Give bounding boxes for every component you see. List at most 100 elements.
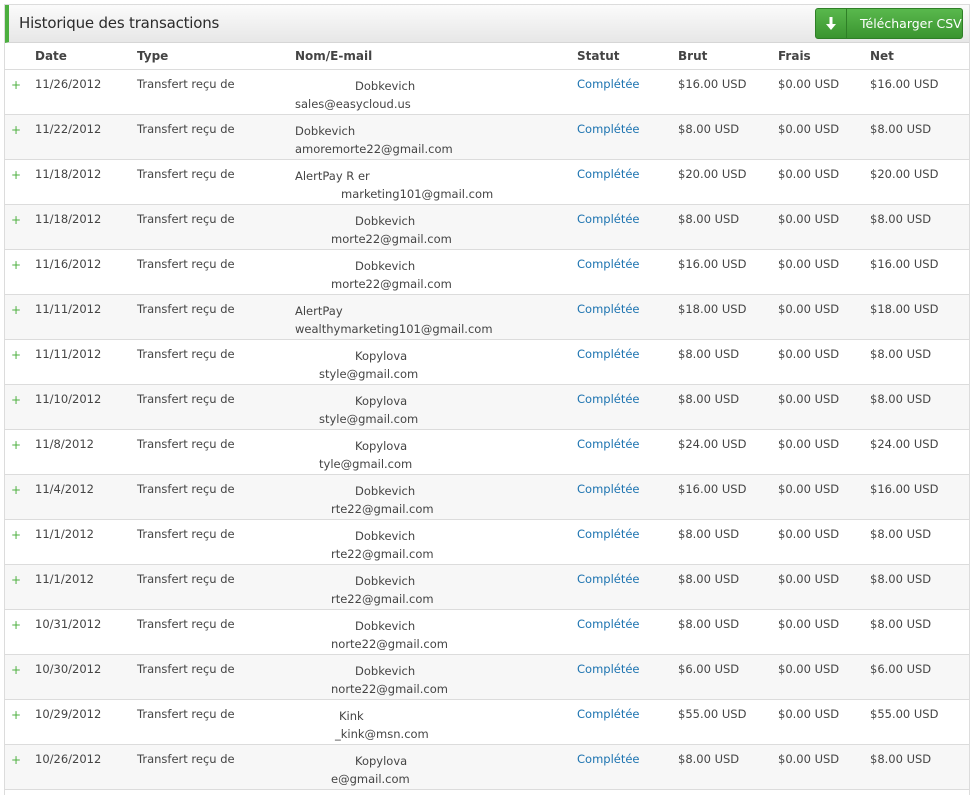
table-row[interactable]: +11/26/2012 Transfert reçu de Dobkevich sal… xyxy=(5,70,969,115)
row-name: Dobkevich xyxy=(355,619,416,633)
table-row[interactable]: +11/1/2012 Transfert reçu de Dobkevich rte2… xyxy=(5,565,969,610)
expand-plus-icon[interactable]: + xyxy=(11,123,22,137)
row-net: $6.00 USD xyxy=(870,662,932,676)
row-date: 10/30/2012 xyxy=(35,662,102,676)
row-gross: $8.00 USD xyxy=(678,617,740,631)
row-net: $8.00 USD xyxy=(870,617,932,631)
row-name: Kopylova xyxy=(355,394,408,408)
row-status-link[interactable]: Complétée xyxy=(577,572,640,586)
row-email: rte22@gmail.com xyxy=(331,592,434,606)
row-date: 11/18/2012 xyxy=(35,167,102,181)
row-email: norte22@gmail.com xyxy=(331,682,448,696)
table-row[interactable]: +10/26/2012 Transfert reçu de Kopylova e@gm… xyxy=(5,745,969,790)
table-row[interactable]: +10/31/2012 Transfert reçu de Dobkevich nor… xyxy=(5,610,969,655)
row-gross: $16.00 USD xyxy=(678,77,747,91)
download-csv-button[interactable]: Télécharger CSV xyxy=(815,8,963,39)
column-name-email[interactable]: Nom/E-mail xyxy=(295,49,373,63)
row-net: $18.00 USD xyxy=(870,302,939,316)
row-fees: $0.00 USD xyxy=(778,212,840,226)
column-net[interactable]: Net xyxy=(870,49,894,63)
row-gross: $8.00 USD xyxy=(678,212,740,226)
row-status-link[interactable]: Complétée xyxy=(577,482,640,496)
row-status-link[interactable]: Complétée xyxy=(577,302,640,316)
expand-plus-icon[interactable]: + xyxy=(11,708,22,722)
download-csv-label: Télécharger CSV xyxy=(860,16,962,31)
column-type[interactable]: Type xyxy=(137,49,169,63)
row-name-email: AlertPay wealthymarketing101@gmail.com xyxy=(295,302,493,338)
row-fees: $0.00 USD xyxy=(778,167,840,181)
expand-plus-icon[interactable]: + xyxy=(11,618,22,632)
table-row[interactable]: +11/22/2012 Transfert reçu de Dobkevich amo… xyxy=(5,115,969,160)
row-status-link[interactable]: Complétée xyxy=(577,167,640,181)
expand-plus-icon[interactable]: + xyxy=(11,78,22,92)
expand-plus-icon[interactable]: + xyxy=(11,348,22,362)
row-status-link[interactable]: Complétée xyxy=(577,707,640,721)
table-row[interactable]: +11/4/2012 Transfert reçu de Dobkevich rte2… xyxy=(5,475,969,520)
expand-plus-icon[interactable]: + xyxy=(11,168,22,182)
expand-plus-icon[interactable]: + xyxy=(11,438,22,452)
table-row[interactable]: +11/11/2012 Transfert reçu de AlertPay weal… xyxy=(5,295,969,340)
table-row[interactable]: +10/30/2012 Transfert reçu de Dobkevich nor… xyxy=(5,655,969,700)
column-fees[interactable]: Frais xyxy=(778,49,811,63)
row-type: Transfert reçu de xyxy=(137,437,235,451)
row-name-email: Kopylova e@gmail.com xyxy=(295,752,410,788)
row-name-email: AlertPay R er marketing101@gmail.com xyxy=(295,167,493,203)
expand-plus-icon[interactable]: + xyxy=(11,528,22,542)
row-name-email: Kink _kink@msn.com xyxy=(295,707,429,743)
table-row[interactable]: +11/8/2012 Transfert reçu de Kopylova tyle@… xyxy=(5,430,969,475)
row-name-email: Kopylova style@gmail.com xyxy=(295,347,418,383)
expand-plus-icon[interactable]: + xyxy=(11,663,22,677)
expand-plus-icon[interactable]: + xyxy=(11,213,22,227)
download-arrow-icon xyxy=(816,9,847,38)
table-row[interactable]: +11/10/2012 Transfert reçu de Kopylova styl… xyxy=(5,385,969,430)
row-gross: $18.00 USD xyxy=(678,302,747,316)
row-status-link[interactable]: Complétée xyxy=(577,122,640,136)
row-date: 11/11/2012 xyxy=(35,302,102,316)
table-row[interactable]: +11/16/2012 Transfert reçu de Dobkevich mor… xyxy=(5,250,969,295)
row-status-link[interactable]: Complétée xyxy=(577,617,640,631)
row-net: $24.00 USD xyxy=(870,437,939,451)
panel-header: Historique des transactions Télécharger … xyxy=(5,5,969,43)
row-date: 11/8/2012 xyxy=(35,437,94,451)
row-status-link[interactable]: Complétée xyxy=(577,752,640,766)
expand-plus-icon[interactable]: + xyxy=(11,393,22,407)
table-row[interactable]: +11/11/2012 Transfert reçu de Kopylova styl… xyxy=(5,340,969,385)
row-status-link[interactable]: Complétée xyxy=(577,527,640,541)
row-date: 10/31/2012 xyxy=(35,617,102,631)
row-status-link[interactable]: Complétée xyxy=(577,77,640,91)
table-row[interactable]: +10/29/2012 Transfert reçu de Kink _kink@ms… xyxy=(5,700,969,745)
expand-plus-icon[interactable]: + xyxy=(11,483,22,497)
row-email: style@gmail.com xyxy=(319,367,419,381)
row-date: 11/1/2012 xyxy=(35,527,94,541)
row-email: _kink@msn.com xyxy=(335,727,429,741)
column-gross[interactable]: Brut xyxy=(678,49,708,63)
row-type: Transfert reçu de xyxy=(137,122,235,136)
row-type: Transfert reçu de xyxy=(137,482,235,496)
row-type: Transfert reçu de xyxy=(137,392,235,406)
row-status-link[interactable]: Complétée xyxy=(577,212,640,226)
table-row[interactable]: +11/18/2012 Transfert reçu de Dobkevich mor… xyxy=(5,205,969,250)
row-status-link[interactable]: Complétée xyxy=(577,662,640,676)
column-status[interactable]: Statut xyxy=(577,49,620,63)
column-date[interactable]: Date xyxy=(35,49,67,63)
expand-plus-icon[interactable]: + xyxy=(11,573,22,587)
expand-plus-icon[interactable]: + xyxy=(11,258,22,272)
row-name-email: Dobkevich norte22@gmail.com xyxy=(295,662,448,698)
table-row[interactable]: +11/1/2012 Transfert reçu de Dobkevich rte2… xyxy=(5,520,969,565)
row-date: 11/1/2012 xyxy=(35,572,94,586)
expand-plus-icon[interactable]: + xyxy=(11,753,22,767)
row-gross: $8.00 USD xyxy=(678,122,740,136)
row-status-link[interactable]: Complétée xyxy=(577,437,640,451)
row-status-link[interactable]: Complétée xyxy=(577,347,640,361)
row-email: norte22@gmail.com xyxy=(331,637,448,651)
row-status-link[interactable]: Complétée xyxy=(577,257,640,271)
row-gross: $8.00 USD xyxy=(678,347,740,361)
table-row[interactable]: +11/18/2012 Transfert reçu de AlertPay R e… xyxy=(5,160,969,205)
row-name: Dobkevich xyxy=(295,124,356,138)
row-name: Dobkevich xyxy=(355,574,416,588)
row-email: tyle@gmail.com xyxy=(319,457,413,471)
row-email: e@gmail.com xyxy=(331,772,410,786)
page-title: Historique des transactions xyxy=(19,14,220,32)
expand-plus-icon[interactable]: + xyxy=(11,303,22,317)
row-status-link[interactable]: Complétée xyxy=(577,392,640,406)
